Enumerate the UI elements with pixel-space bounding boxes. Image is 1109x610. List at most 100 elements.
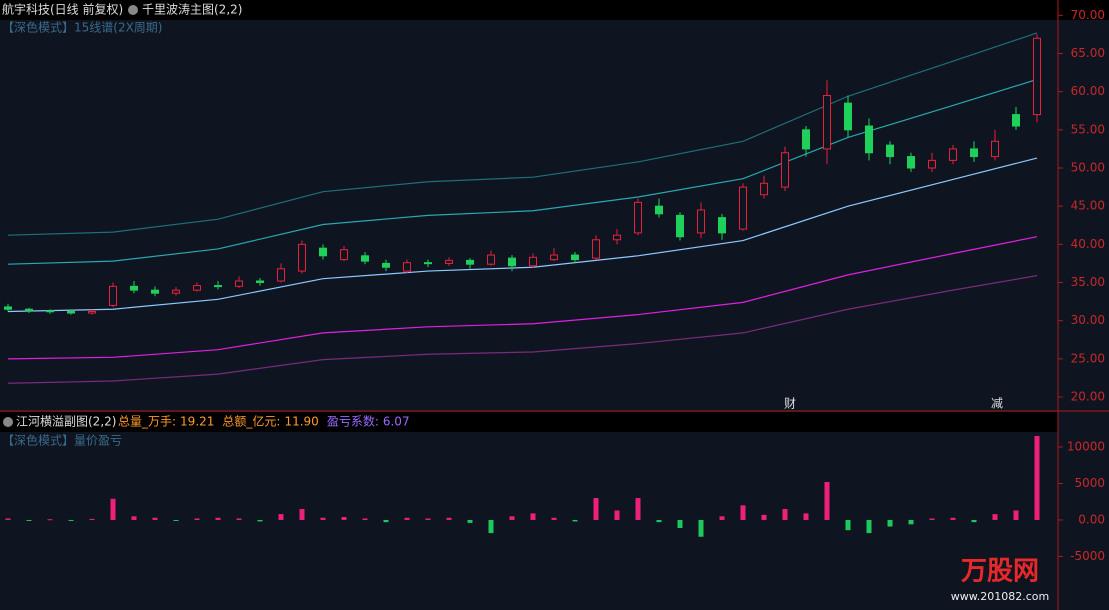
candle-body (4, 306, 12, 310)
y-tick-label: 50.00 (1071, 161, 1105, 175)
bar (782, 509, 788, 520)
y-tick-label: -5000 (1070, 549, 1105, 563)
bar (551, 517, 557, 520)
candle-body (655, 205, 663, 215)
bar (761, 514, 767, 520)
candle-body (172, 289, 180, 294)
bar (362, 518, 368, 520)
candle-body (676, 214, 684, 238)
stat-label: 总额_亿元: (222, 414, 280, 429)
bar (572, 519, 578, 522)
indicator-icon[interactable] (128, 5, 138, 15)
candle-body (1033, 37, 1041, 116)
candle-body (949, 148, 957, 161)
candle-body (403, 262, 411, 272)
bar (425, 518, 431, 520)
band-line (7, 236, 1038, 360)
sub-header-bar (0, 412, 1058, 432)
indicator-name: 千里波涛主图(2,2) (142, 2, 242, 17)
bar (740, 505, 746, 520)
bar (1034, 436, 1040, 520)
candle-body (487, 254, 495, 265)
candle-body (529, 256, 537, 267)
bar (446, 517, 452, 520)
bar (719, 516, 725, 520)
y-tick-label: 45.00 (1071, 199, 1105, 213)
bar (5, 518, 11, 520)
bar (215, 517, 221, 520)
y-tick-label: 20.00 (1071, 390, 1105, 404)
logo-url: www.201082.com (951, 590, 1049, 603)
bar (320, 517, 326, 520)
candle-body (1012, 114, 1020, 127)
logo-brand: 万股网 (961, 557, 1039, 587)
candle-body (193, 285, 201, 291)
bar (26, 519, 32, 521)
candle-body (151, 289, 159, 294)
candle-body (466, 259, 474, 265)
annotation: 财 (784, 397, 796, 411)
candle-body (508, 257, 516, 267)
bar (593, 498, 599, 520)
candle-body (277, 268, 285, 282)
candle-body (613, 234, 621, 241)
candle-body (340, 249, 348, 261)
stat-value: 6.07 (383, 415, 410, 429)
bar (950, 517, 956, 520)
sub-mode: 【深色模式】量价盈亏 (2, 434, 122, 448)
candle-body (928, 159, 936, 169)
bar (992, 514, 998, 520)
bar (845, 519, 851, 531)
bar (824, 482, 830, 520)
y-tick-label: 35.00 (1071, 275, 1105, 289)
candle-body (718, 217, 726, 234)
bar (173, 519, 179, 521)
candle-body (697, 209, 705, 234)
bar (341, 517, 347, 520)
bar (236, 518, 242, 520)
band-line (7, 157, 1038, 313)
candle-body (25, 308, 33, 312)
candle-body (130, 285, 138, 291)
bar (1013, 510, 1019, 520)
bar (803, 513, 809, 520)
candle-body (214, 285, 222, 288)
mode-label: 【深色模式】15线谱(2X周期) (2, 21, 163, 35)
candle-body (970, 148, 978, 158)
y-tick-label: 0.00 (1078, 512, 1105, 526)
candle-body (319, 247, 327, 257)
bar (530, 513, 536, 520)
band-line (7, 32, 1038, 236)
bar (887, 519, 893, 527)
candle-body (991, 140, 999, 158)
stat-label: 总量_万手: (118, 415, 176, 429)
bar (677, 519, 683, 528)
candle-body (844, 102, 852, 131)
stat-value: 19.21 (180, 415, 214, 429)
bar (110, 498, 116, 520)
candle-body (781, 152, 789, 188)
bar (929, 518, 935, 520)
bar (131, 516, 137, 520)
y-tick-label: 10000 (1067, 439, 1105, 453)
bar (698, 519, 704, 537)
candle-body (298, 243, 306, 272)
candle-body (445, 259, 453, 264)
candle-body (760, 182, 768, 196)
bar (509, 516, 515, 520)
candle-body (361, 255, 369, 262)
header-bar (0, 0, 1109, 20)
candle-body (46, 310, 54, 313)
candle-body (907, 156, 915, 169)
candle-body (109, 285, 117, 306)
stat-value: 11.90 (284, 415, 318, 429)
bar (89, 518, 95, 520)
y-tick-label: 70.00 (1071, 8, 1105, 22)
sub-icon[interactable] (3, 417, 13, 427)
y-tick-label: 30.00 (1071, 313, 1105, 327)
bar (68, 519, 74, 521)
candle-body (739, 186, 747, 230)
candle-body (634, 201, 642, 234)
y-tick-label: 40.00 (1071, 237, 1105, 251)
